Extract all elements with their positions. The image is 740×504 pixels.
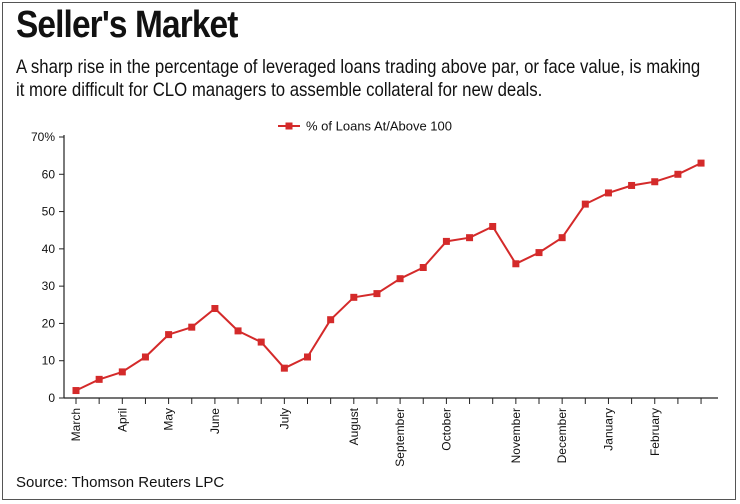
data-point bbox=[327, 316, 335, 324]
x-tick-label: July bbox=[277, 408, 291, 429]
y-tick-label: 70% bbox=[31, 130, 55, 144]
x-tick-label: May bbox=[162, 408, 176, 431]
y-tick-label: 20 bbox=[42, 316, 56, 330]
data-point bbox=[304, 353, 311, 361]
y-tick-label: 0 bbox=[48, 391, 55, 405]
x-tick-label: February bbox=[648, 408, 662, 456]
x-tick-label: January bbox=[601, 408, 615, 451]
data-point bbox=[141, 353, 149, 361]
data-point bbox=[373, 290, 381, 298]
x-axis-ticks: March April May June July August September Octo… bbox=[69, 398, 702, 467]
chart-subtitle: A sharp rise in the percentage of levera… bbox=[16, 56, 701, 101]
x-tick-label: April bbox=[115, 408, 129, 432]
data-point bbox=[442, 237, 450, 245]
data-point bbox=[674, 170, 682, 178]
y-tick-label: 10 bbox=[42, 354, 56, 368]
data-point bbox=[188, 323, 196, 331]
data-point bbox=[165, 331, 173, 339]
x-tick-label: October bbox=[439, 408, 453, 451]
x-tick-label: December bbox=[555, 408, 569, 463]
chart-source: Source: Thomson Reuters LPC bbox=[16, 474, 225, 491]
data-point bbox=[234, 327, 242, 335]
plot-area bbox=[72, 159, 705, 395]
data-point bbox=[581, 200, 589, 208]
data-point bbox=[95, 375, 103, 383]
data-point bbox=[651, 178, 659, 186]
data-point bbox=[628, 181, 636, 189]
x-tick-label: September bbox=[393, 408, 407, 467]
data-point bbox=[512, 260, 520, 268]
data-point bbox=[419, 264, 427, 271]
series-line bbox=[75, 162, 702, 392]
data-point bbox=[118, 368, 126, 376]
data-point bbox=[535, 249, 543, 257]
y-tick-label: 40 bbox=[42, 242, 56, 256]
chart-title: Seller's Market bbox=[16, 4, 238, 46]
x-tick-label: March bbox=[69, 408, 83, 441]
data-point bbox=[489, 222, 497, 230]
data-point bbox=[211, 305, 219, 313]
x-tick-label: June bbox=[208, 408, 222, 434]
data-point bbox=[72, 387, 80, 395]
data-point bbox=[257, 338, 265, 346]
data-point bbox=[280, 364, 288, 372]
data-point bbox=[396, 275, 404, 283]
legend-label: % of Loans At/Above 100 bbox=[306, 119, 452, 134]
x-tick-label: August bbox=[347, 407, 361, 445]
data-point bbox=[350, 293, 358, 301]
data-point bbox=[558, 234, 566, 242]
y-tick-label: 60 bbox=[42, 167, 56, 181]
chart-legend: % of Loans At/Above 100 bbox=[278, 119, 452, 134]
y-axis-ticks: 0 10 20 30 40 50 60 70% bbox=[31, 130, 64, 405]
chart-axes bbox=[63, 135, 718, 399]
data-point bbox=[697, 159, 705, 167]
data-point bbox=[604, 189, 612, 197]
data-point bbox=[466, 234, 474, 242]
x-tick-label: November bbox=[509, 408, 523, 463]
y-tick-label: 30 bbox=[42, 279, 56, 293]
legend-marker bbox=[285, 122, 293, 130]
y-tick-label: 50 bbox=[42, 205, 56, 219]
